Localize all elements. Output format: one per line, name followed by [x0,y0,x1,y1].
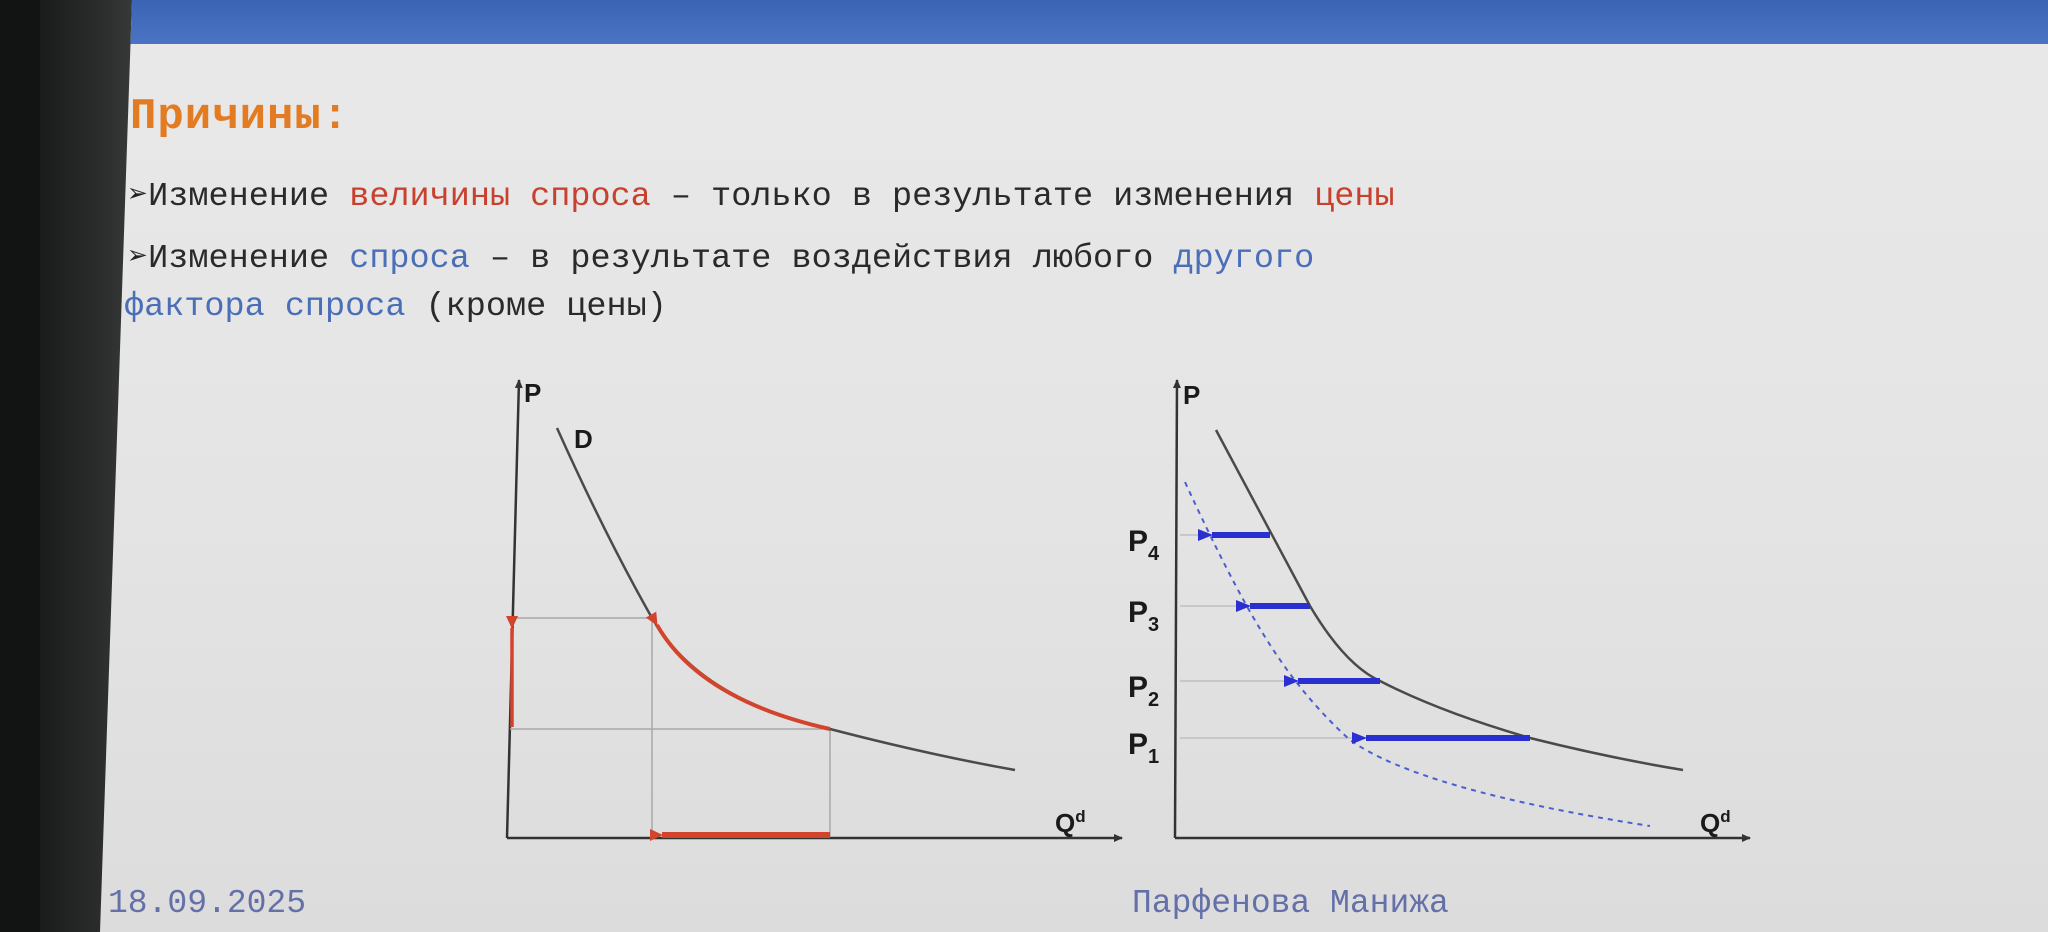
left-x-axis-label: Qd [1055,807,1086,838]
price-label-p1: P1 [1128,728,1159,768]
line1-highlight-quantity: величины спроса [349,178,651,216]
right-original-demand-curve [1214,429,1684,772]
slide-title: Причины: [130,92,350,142]
left-curve-label-d: D [574,424,593,454]
slide-header-bar [100,0,2048,44]
bullet-arrow-icon: ➢ [128,178,149,216]
movement-along-curve-arrow [645,611,831,731]
line2-highlight-demand: спроса [349,240,470,278]
presentation-slide [100,0,2048,932]
line3-text: (кроме цены) [405,288,667,326]
bullet-line-continuation: фактора спроса (кроме цены) [124,288,667,326]
bullet-line-quantity-demanded: ➢Изменение величины спроса – только в ре… [128,174,1395,216]
line3-highlight-factor: фактора спроса [124,288,406,326]
footer-date: 18.09.2025 [108,885,307,922]
bullet-arrow-icon: ➢ [128,240,149,278]
graph-left-quantity-demanded: P Qd D [505,378,1123,842]
right-x-axis-label: Qd [1700,807,1731,838]
line1-text-1: Изменение [148,178,350,216]
line1-highlight-price: цены [1314,178,1395,216]
line2-text-1: Изменение [148,240,350,278]
line2-text-2: – в результате воздействия любого [469,240,1174,278]
line1-text-2: – только в результате изменения [650,178,1315,216]
price-label-p2: P2 [1128,671,1159,711]
bullet-line-demand-change: ➢Изменение спроса – в результате воздейс… [128,236,1314,278]
left-y-axis-label: P [524,378,541,408]
footer-author: Парфенова Манижа [1132,885,1449,922]
right-y-axis [1172,379,1181,839]
right-shifted-demand-curve [1184,481,1651,827]
price-label-p3: P3 [1128,596,1159,636]
graph-right-demand-shift: P Qd P4 P3 P2 P1 [1128,379,1751,842]
price-label-p4: P4 [1128,525,1160,565]
left-dark-edge [0,0,40,932]
right-y-axis-label: P [1183,380,1200,410]
line2-highlight-other: другого [1173,240,1315,278]
left-y-axis [505,379,523,839]
